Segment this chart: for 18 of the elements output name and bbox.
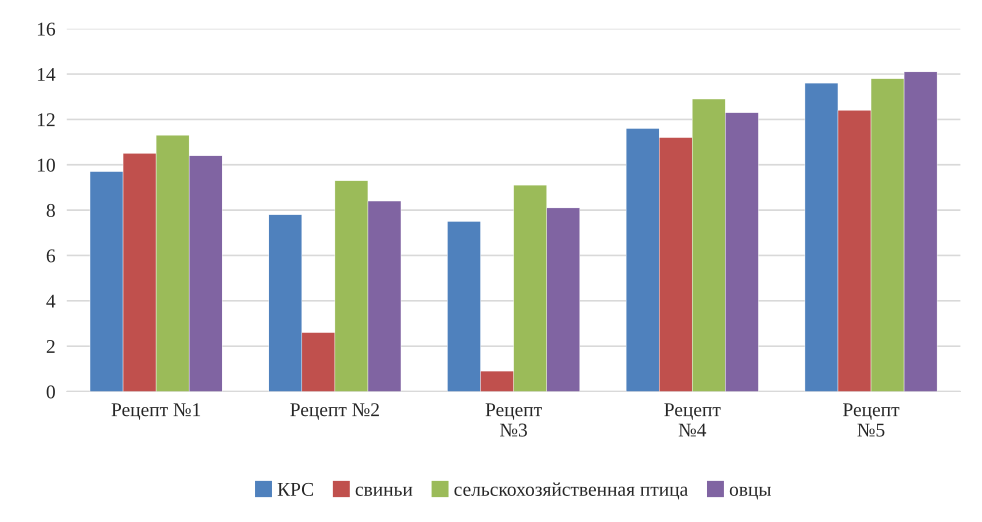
x-tick-label: Рецепт №5 (843, 403, 900, 437)
y-tick-label: 2 (46, 340, 55, 353)
y-tick-label: 6 (46, 249, 56, 262)
y-tick-label: 4 (46, 294, 56, 308)
x-tick-label: Рецепт №2 (290, 403, 379, 420)
legend-label: КРС (278, 482, 314, 496)
y-tick-label: 14 (38, 68, 56, 81)
legend-label: сельскохозяйственная птица (454, 482, 688, 500)
y-tick-label: 16 (38, 22, 56, 36)
y-tick-label: 12 (38, 113, 55, 126)
y-tick-label: 0 (46, 385, 55, 398)
y-tick-label: 8 (46, 204, 55, 218)
x-tick-label: Рецепт №3 (486, 403, 542, 437)
legend-label: свиньи (356, 486, 412, 496)
x-tick-label: Рецепт №4 (664, 403, 721, 436)
x-tick-label: Рецепт №1 (112, 403, 200, 420)
legend-label: овцы (730, 486, 771, 500)
y-tick-label: 10 (38, 158, 55, 172)
